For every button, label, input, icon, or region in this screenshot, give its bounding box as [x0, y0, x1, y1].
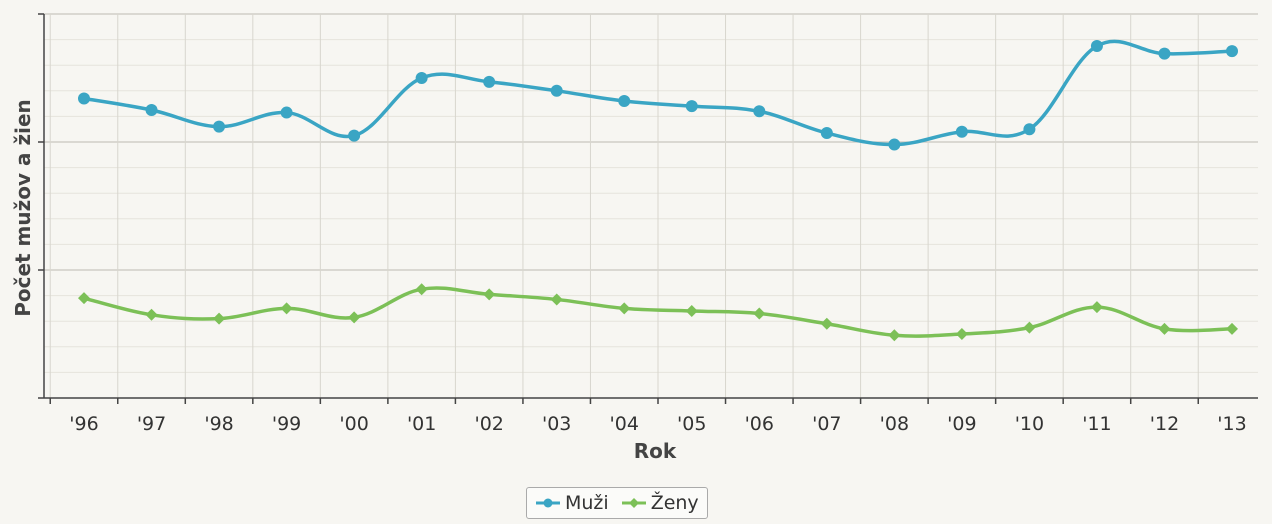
data-point-zeny	[685, 304, 698, 317]
data-point-muzi	[550, 84, 563, 97]
data-point-zeny	[550, 293, 563, 306]
data-point-zeny	[280, 302, 293, 315]
x-tick-label: '12	[1150, 413, 1179, 435]
data-point-muzi	[888, 138, 901, 151]
axes	[38, 13, 1258, 404]
minor-gridlines	[44, 13, 1258, 399]
data-point-zeny	[348, 311, 361, 324]
x-tick-label: '05	[677, 413, 706, 435]
legend-item-zeny[interactable]: Ženy	[621, 492, 699, 514]
data-point-zeny	[78, 292, 90, 305]
data-point-muzi	[78, 92, 90, 105]
data-point-zeny	[213, 312, 226, 325]
x-tick-label: '04	[610, 413, 639, 435]
data-point-muzi	[1090, 40, 1103, 52]
data-point-zeny	[145, 308, 158, 321]
x-tick-label: '11	[1082, 413, 1111, 435]
legend-item-muzi[interactable]: Muži	[535, 492, 609, 514]
x-tick-label: '01	[407, 413, 436, 435]
data-point-muzi	[415, 72, 428, 84]
legend: Muži Ženy	[526, 487, 708, 519]
data-point-zeny	[415, 283, 428, 296]
x-tick-label: '06	[745, 413, 774, 435]
data-point-zeny	[483, 288, 496, 301]
data-point-muzi	[213, 120, 226, 133]
data-point-muzi	[955, 125, 968, 138]
x-tick-label: '00	[339, 413, 368, 435]
major-gridlines	[44, 13, 1258, 398]
data-point-zeny	[618, 302, 631, 315]
x-tick-label: '08	[880, 413, 909, 435]
data-point-muzi	[618, 95, 631, 108]
x-tick-label: '96	[69, 413, 98, 435]
data-point-zeny	[820, 317, 833, 330]
series-layer	[78, 39, 1238, 342]
x-tick-label: '13	[1217, 413, 1246, 435]
legend-label-muzi: Muži	[565, 492, 609, 514]
data-point-muzi	[1226, 45, 1238, 58]
x-tick-label: '97	[137, 413, 166, 435]
x-tick-label: '02	[474, 413, 503, 435]
series-line-zeny	[83, 286, 1233, 338]
legend-swatch-muzi	[536, 498, 560, 508]
legend-label-zeny: Ženy	[650, 492, 699, 514]
data-point-zeny	[888, 329, 901, 342]
data-point-zeny	[1090, 301, 1103, 314]
data-point-muzi	[1023, 123, 1036, 136]
x-tick-label: '07	[812, 413, 841, 435]
data-point-zeny	[1158, 322, 1171, 335]
data-point-zeny	[1023, 321, 1036, 334]
data-point-muzi	[348, 129, 361, 142]
legend-swatch-zeny	[621, 498, 646, 508]
data-point-zeny	[753, 307, 766, 320]
data-point-muzi	[145, 104, 158, 116]
data-point-muzi	[685, 100, 698, 113]
data-point-muzi	[483, 75, 496, 88]
data-point-muzi	[820, 127, 833, 140]
x-tick-label: '98	[204, 413, 233, 435]
data-point-muzi	[280, 106, 293, 119]
x-tick-label: '03	[542, 413, 571, 435]
x-tick-labels: '96 '97 '98 '99 '00 '01 '02 '03 '04 '05 '06 '07 '08 '…	[69, 413, 1246, 435]
data-point-muzi	[1158, 47, 1171, 60]
data-point-muzi	[753, 105, 766, 118]
x-axis-title: Rok	[634, 439, 677, 463]
x-tick-label: '09	[947, 413, 976, 435]
x-tick-label: '99	[272, 413, 301, 435]
data-point-zeny	[1226, 322, 1238, 335]
y-axis-title: Počet mužov a žien	[11, 99, 35, 317]
data-point-zeny	[955, 328, 968, 340]
x-tick-label: '10	[1015, 413, 1044, 435]
